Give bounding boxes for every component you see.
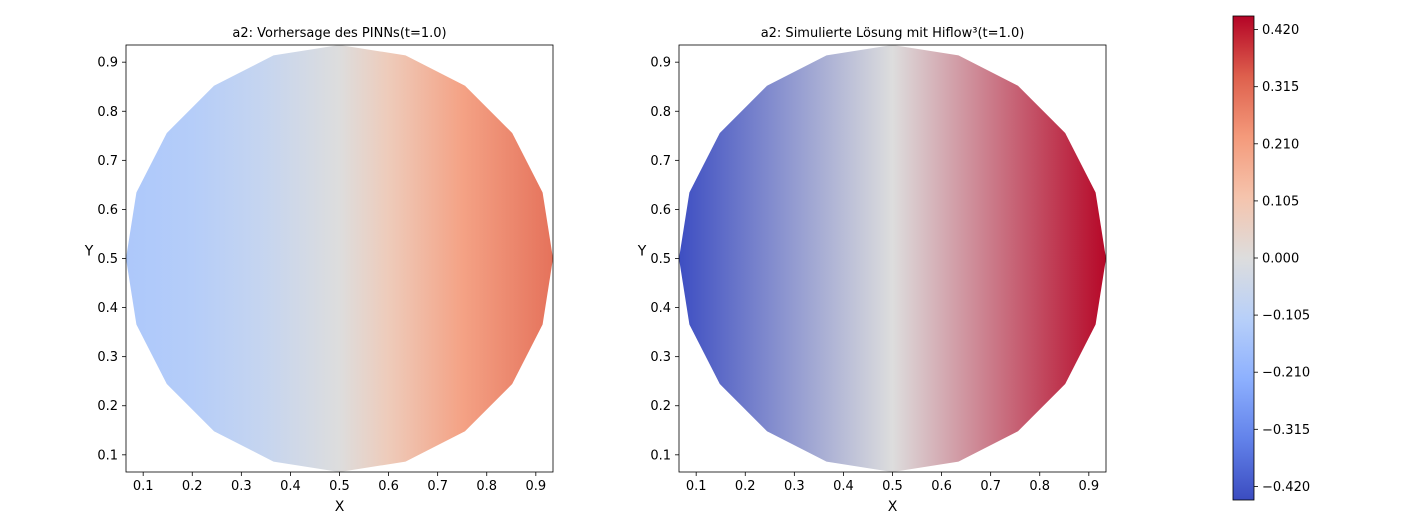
colorbar-tick-label: −0.420	[1262, 480, 1310, 495]
colorbar	[1232, 15, 1255, 501]
subplot-title: a2: Vorhersage des PINNs(t=1.0)	[232, 26, 446, 41]
x-tick-label: 0.8	[1029, 479, 1050, 494]
x-tick-label: 0.2	[735, 479, 756, 494]
y-tick-label: 0.8	[97, 105, 118, 120]
x-tick-label: 0.5	[329, 479, 350, 494]
x-tick-label: 0.1	[686, 479, 707, 494]
colorbar-tick-label: 0.420	[1262, 23, 1299, 38]
x-tick-label: 0.7	[427, 479, 448, 494]
x-tick-label: 0.1	[133, 479, 154, 494]
x-tick-label: 0.4	[280, 479, 301, 494]
y-tick-label: 0.7	[97, 154, 118, 169]
colorbar-tick-label: 0.210	[1262, 137, 1299, 152]
y-tick-label: 0.1	[650, 448, 671, 463]
subplot-title: a2: Simulierte Lösung mit Hiflow³(t=1.0)	[761, 26, 1025, 41]
x-tick-label: 0.9	[1078, 479, 1099, 494]
colorbar-tick-label: 0.315	[1262, 80, 1299, 95]
y-tick-label: 0.4	[97, 301, 118, 316]
y-tick-label: 0.3	[650, 350, 671, 365]
y-tick-label: 0.9	[97, 56, 118, 71]
y-tick-label: 0.7	[650, 154, 671, 169]
y-tick-label: 0.9	[650, 56, 671, 71]
y-tick-label: 0.1	[97, 448, 118, 463]
colorbar-tick-label: −0.210	[1262, 366, 1310, 381]
y-tick-label: 0.6	[97, 203, 118, 218]
x-tick-label: 0.4	[833, 479, 854, 494]
colorbar-tick-label: −0.105	[1262, 309, 1310, 324]
x-axis-label: X	[335, 499, 345, 515]
x-tick-label: 0.9	[525, 479, 546, 494]
y-tick-label: 0.2	[650, 399, 671, 414]
colorbar-tick-label: 0.105	[1262, 194, 1299, 209]
y-tick-label: 0.5	[97, 252, 118, 267]
y-tick-label: 0.4	[650, 301, 671, 316]
x-tick-label: 0.3	[231, 479, 252, 494]
y-tick-label: 0.6	[650, 203, 671, 218]
y-axis-label: Y	[637, 244, 647, 260]
y-tick-label: 0.8	[650, 105, 671, 120]
x-axis-label: X	[888, 499, 898, 515]
x-tick-label: 0.2	[182, 479, 203, 494]
x-tick-label: 0.8	[476, 479, 497, 494]
colorbar-tick-label: −0.315	[1262, 423, 1310, 438]
x-tick-label: 0.5	[882, 479, 903, 494]
y-tick-label: 0.5	[650, 252, 671, 267]
colorbar-tick-label: 0.000	[1262, 252, 1299, 267]
x-tick-label: 0.3	[784, 479, 805, 494]
x-tick-label: 0.7	[980, 479, 1001, 494]
y-tick-label: 0.2	[97, 399, 118, 414]
x-tick-label: 0.6	[931, 479, 952, 494]
y-axis-label: Y	[84, 244, 94, 260]
subplot-1: 0.1 0.2 0.3 0.4 0.5 0.6 0.7 0.8 0.9 0.1 0.2 0.3 0.4 0…	[84, 26, 554, 515]
y-tick-label: 0.3	[97, 350, 118, 365]
field-surface	[679, 45, 1106, 472]
x-tick-label: 0.6	[378, 479, 399, 494]
field-surface	[126, 45, 553, 472]
subplot-2: 0.1 0.2 0.3 0.4 0.5 0.6 0.7 0.8 0.9 0.1 0.2 0.3 0.4 0…	[637, 26, 1107, 515]
